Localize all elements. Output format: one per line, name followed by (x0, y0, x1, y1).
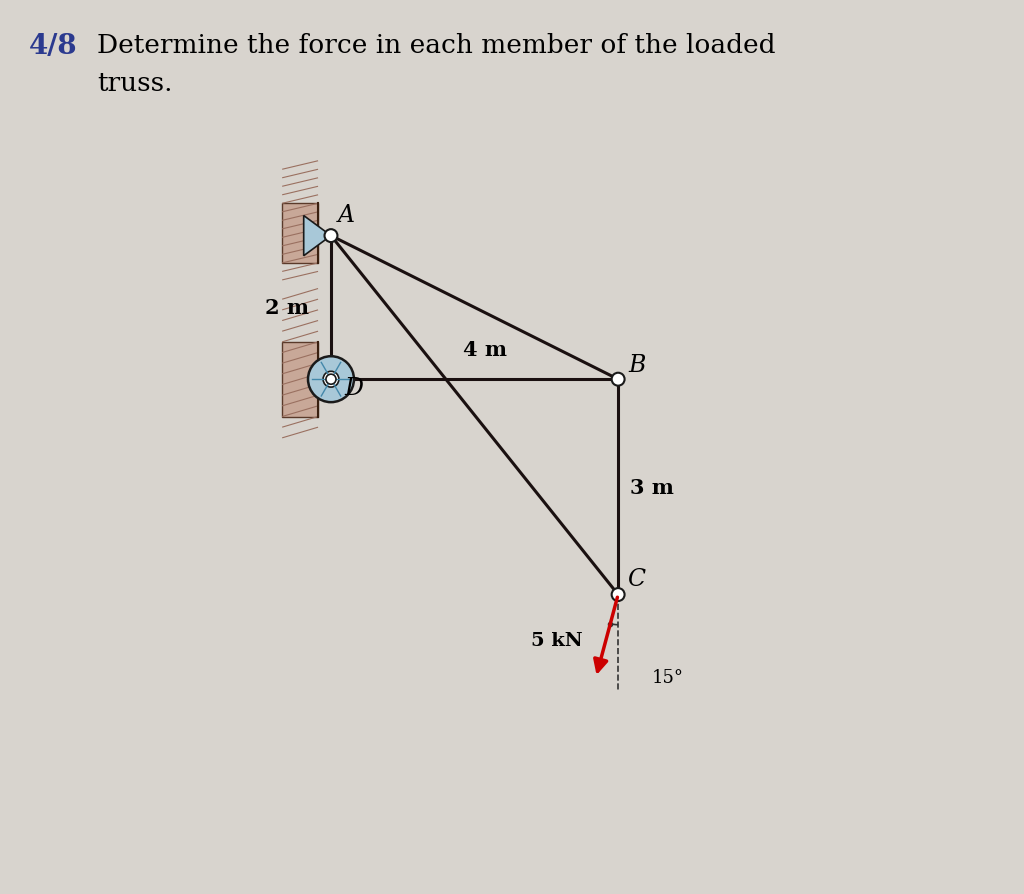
Text: 4 m: 4 m (463, 340, 507, 359)
Text: D: D (344, 377, 362, 400)
Text: Determine the force in each member of the loaded: Determine the force in each member of th… (97, 33, 776, 58)
Text: 3 m: 3 m (630, 477, 674, 497)
Text: 5 kN: 5 kN (531, 631, 583, 650)
Circle shape (308, 357, 354, 402)
Circle shape (326, 375, 336, 384)
Text: 2 m: 2 m (265, 298, 309, 318)
Circle shape (611, 374, 625, 386)
Circle shape (325, 230, 338, 243)
Text: C: C (628, 568, 645, 591)
Circle shape (611, 588, 625, 602)
Text: B: B (628, 354, 645, 377)
Circle shape (324, 372, 339, 388)
Polygon shape (283, 342, 318, 417)
Text: 4/8: 4/8 (29, 33, 77, 60)
Text: truss.: truss. (97, 71, 173, 96)
Text: 15°: 15° (652, 669, 684, 687)
Polygon shape (283, 204, 318, 264)
Polygon shape (304, 216, 331, 257)
Text: A: A (338, 204, 355, 227)
